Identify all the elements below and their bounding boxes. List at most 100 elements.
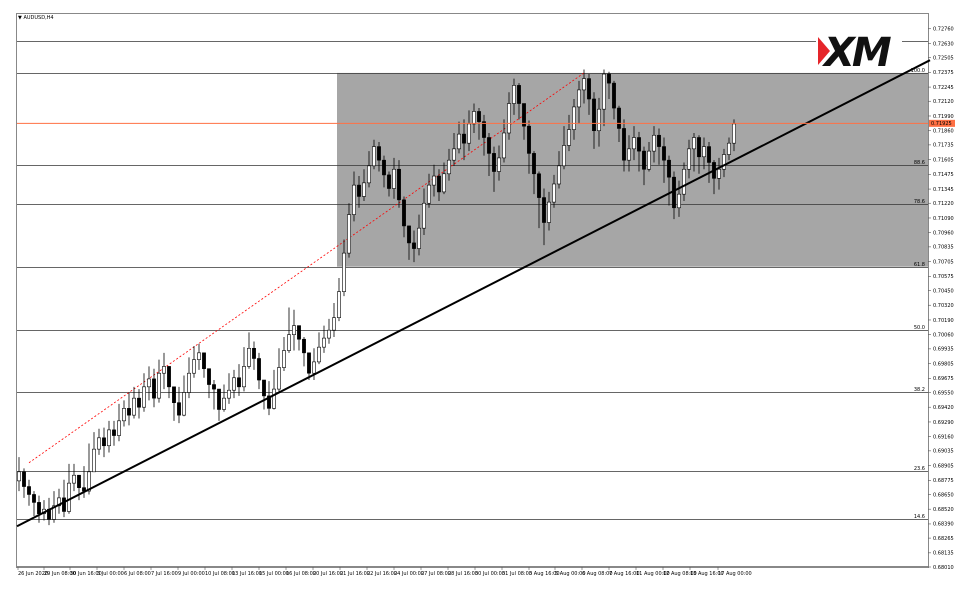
candle[interactable] bbox=[22, 468, 26, 498]
candle[interactable] bbox=[222, 384, 226, 412]
candle[interactable] bbox=[447, 148, 451, 181]
candle[interactable] bbox=[422, 188, 426, 235]
candle[interactable] bbox=[407, 225, 411, 260]
candle[interactable] bbox=[687, 139, 691, 179]
candle[interactable] bbox=[487, 132, 491, 177]
candle[interactable] bbox=[242, 347, 246, 392]
candle[interactable] bbox=[532, 151, 536, 195]
candle[interactable] bbox=[147, 366, 151, 401]
candle[interactable] bbox=[32, 491, 36, 517]
candle[interactable] bbox=[547, 191, 551, 231]
candle[interactable] bbox=[302, 336, 306, 367]
candle[interactable] bbox=[342, 239, 346, 297]
candle[interactable] bbox=[132, 386, 136, 419]
candle[interactable] bbox=[632, 126, 636, 161]
candle[interactable] bbox=[522, 103, 526, 140]
candle[interactable] bbox=[322, 325, 326, 353]
candle[interactable] bbox=[482, 114, 486, 156]
candle[interactable] bbox=[607, 71, 611, 99]
candle[interactable] bbox=[457, 121, 461, 154]
candle[interactable] bbox=[362, 169, 366, 201]
candle[interactable] bbox=[612, 80, 616, 120]
candle[interactable] bbox=[237, 364, 241, 396]
candle[interactable] bbox=[372, 139, 376, 170]
candle[interactable] bbox=[367, 151, 371, 188]
candle[interactable] bbox=[507, 92, 511, 140]
candle[interactable] bbox=[357, 176, 361, 208]
candle[interactable] bbox=[437, 169, 441, 201]
candle[interactable] bbox=[702, 137, 706, 170]
candle[interactable] bbox=[282, 336, 286, 371]
candle[interactable] bbox=[277, 348, 281, 393]
candle[interactable] bbox=[542, 188, 546, 246]
candle[interactable] bbox=[527, 120, 531, 174]
candle[interactable] bbox=[352, 171, 356, 222]
candle[interactable] bbox=[247, 332, 251, 369]
candle[interactable] bbox=[442, 162, 446, 195]
candle[interactable] bbox=[377, 142, 381, 172]
candle[interactable] bbox=[667, 155, 671, 206]
candle[interactable] bbox=[587, 74, 591, 115]
candle[interactable] bbox=[707, 142, 711, 183]
candle[interactable] bbox=[382, 155, 386, 188]
candle[interactable] bbox=[227, 373, 231, 404]
candle[interactable] bbox=[682, 162, 686, 201]
candle[interactable] bbox=[257, 352, 261, 390]
candle[interactable] bbox=[142, 373, 146, 412]
candle[interactable] bbox=[317, 332, 321, 365]
candle[interactable] bbox=[327, 318, 331, 344]
candle[interactable] bbox=[87, 443, 91, 495]
candle[interactable] bbox=[272, 369, 276, 410]
candle[interactable] bbox=[287, 307, 291, 353]
candle[interactable] bbox=[387, 171, 391, 197]
candle[interactable] bbox=[462, 119, 466, 161]
candle[interactable] bbox=[537, 171, 541, 229]
candle[interactable] bbox=[187, 357, 191, 399]
candle[interactable] bbox=[517, 83, 521, 120]
candle[interactable] bbox=[262, 379, 266, 410]
candle[interactable] bbox=[642, 146, 646, 186]
candle[interactable] bbox=[192, 346, 196, 378]
candle[interactable] bbox=[512, 78, 516, 115]
candle[interactable] bbox=[292, 309, 296, 351]
candle[interactable] bbox=[497, 145, 501, 181]
candle[interactable] bbox=[402, 196, 406, 238]
candle[interactable] bbox=[67, 463, 71, 514]
candle[interactable] bbox=[307, 352, 311, 381]
candle[interactable] bbox=[107, 420, 111, 453]
candle[interactable] bbox=[167, 366, 171, 399]
candle[interactable] bbox=[157, 359, 161, 403]
candle[interactable] bbox=[597, 97, 601, 147]
ascending-trendline[interactable] bbox=[16, 59, 931, 528]
candle[interactable] bbox=[472, 103, 476, 133]
candle[interactable] bbox=[567, 114, 571, 152]
candle[interactable] bbox=[202, 352, 206, 378]
candle[interactable] bbox=[207, 368, 211, 399]
candle[interactable] bbox=[627, 135, 631, 172]
candle[interactable] bbox=[162, 352, 166, 390]
candle[interactable] bbox=[622, 119, 626, 172]
candle[interactable] bbox=[117, 403, 121, 442]
candle[interactable] bbox=[412, 230, 416, 263]
candle[interactable] bbox=[417, 214, 421, 256]
candle[interactable] bbox=[602, 69, 606, 127]
candle[interactable] bbox=[427, 173, 431, 208]
candle[interactable] bbox=[582, 69, 586, 104]
candle[interactable] bbox=[432, 164, 436, 197]
candle[interactable] bbox=[637, 131, 641, 172]
candle[interactable] bbox=[727, 137, 731, 161]
candle[interactable] bbox=[27, 479, 31, 506]
candle[interactable] bbox=[717, 157, 721, 190]
dropdown-arrow-icon[interactable]: ▼ bbox=[18, 15, 22, 21]
candle[interactable] bbox=[492, 146, 496, 192]
candle[interactable] bbox=[252, 341, 256, 370]
candle[interactable] bbox=[392, 157, 396, 199]
candle[interactable] bbox=[572, 98, 576, 140]
candle[interactable] bbox=[732, 119, 736, 152]
candle[interactable] bbox=[722, 148, 726, 178]
candle[interactable] bbox=[337, 278, 341, 322]
candle[interactable] bbox=[647, 142, 651, 172]
candle[interactable] bbox=[102, 427, 106, 458]
candle[interactable] bbox=[217, 388, 221, 421]
